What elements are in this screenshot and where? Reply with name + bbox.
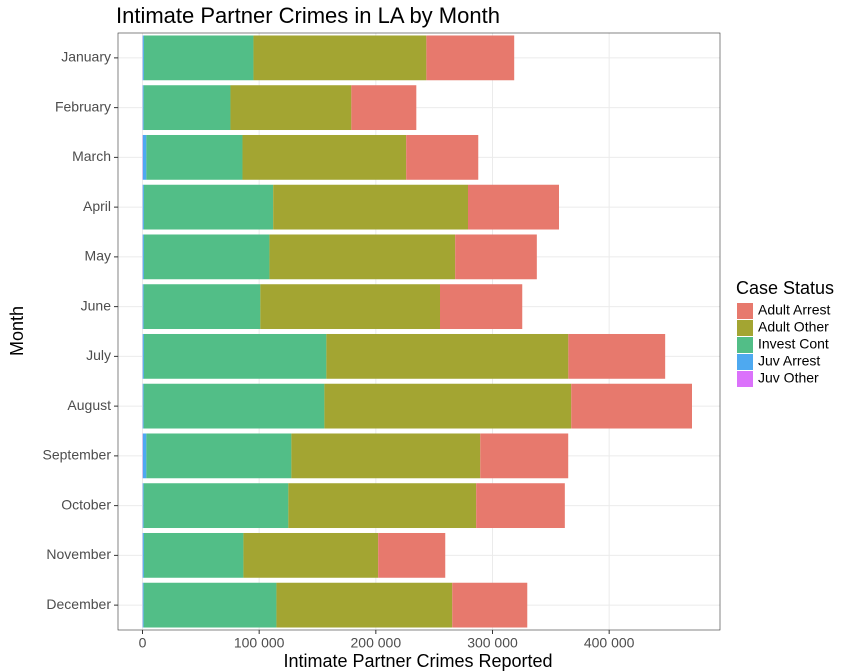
- bar-segment: [143, 184, 274, 230]
- legend-label: Juv Other: [758, 370, 819, 386]
- bar-segment: [378, 532, 446, 578]
- y-tick-label: October: [61, 496, 111, 512]
- bar-segment: [143, 582, 277, 628]
- bar-segment: [273, 184, 468, 230]
- bar-segment: [143, 333, 327, 379]
- bar-segment: [143, 234, 270, 280]
- bar-segment: [351, 85, 417, 131]
- bar-segment: [142, 383, 144, 429]
- legend-label: Adult Arrest: [758, 302, 830, 318]
- bar-segment: [143, 532, 244, 578]
- bar-segment: [142, 483, 144, 529]
- bar-segment: [476, 483, 565, 529]
- bar-segment: [142, 234, 144, 280]
- y-tick-label: August: [67, 397, 111, 413]
- y-tick-label: February: [55, 98, 111, 114]
- bar-segment: [276, 582, 453, 628]
- bar-segment: [326, 333, 569, 379]
- legend-label: Juv Arrest: [758, 353, 820, 369]
- bar-segment: [452, 582, 528, 628]
- panel-border: [117, 32, 721, 631]
- x-axis-title: Intimate Partner Crimes Reported: [283, 651, 552, 671]
- bar-segment: [142, 184, 144, 230]
- bar-segment: [288, 483, 477, 529]
- bar-segment: [142, 35, 144, 81]
- legend-key: [737, 337, 753, 353]
- bar-segment: [568, 333, 666, 379]
- bar-segment: [143, 85, 231, 131]
- bar-segment: [406, 134, 479, 180]
- bar-segment: [143, 383, 325, 429]
- bar-segment: [146, 134, 243, 180]
- legend-key: [737, 354, 753, 370]
- legend-label: Invest Cont: [758, 336, 829, 352]
- bar-segment: [440, 284, 523, 330]
- bar-segment: [242, 134, 407, 180]
- bar-segment: [468, 184, 559, 230]
- bar-segment: [324, 383, 572, 429]
- bar-segment: [269, 234, 456, 280]
- bar-segment: [142, 333, 144, 379]
- y-tick-label: September: [43, 447, 112, 463]
- bar-segment: [146, 433, 292, 479]
- bar-segment: [142, 85, 144, 131]
- bar-segment: [426, 35, 515, 81]
- y-tick-label: November: [46, 546, 111, 562]
- y-tick-label: January: [61, 49, 111, 65]
- legend-label: Adult Other: [758, 319, 829, 335]
- bar-segment: [143, 483, 289, 529]
- x-tick-label: 400 000: [584, 635, 635, 651]
- legend-key: [737, 303, 753, 319]
- bar-segment: [142, 532, 144, 578]
- bar-segment: [142, 433, 147, 479]
- chart-title: Intimate Partner Crimes in LA by Month: [116, 3, 500, 28]
- bar-segment: [143, 284, 261, 330]
- bar-segment: [253, 35, 427, 81]
- y-tick-label: April: [83, 198, 111, 214]
- y-axis-title: Month: [7, 306, 27, 356]
- bar-segment: [480, 433, 569, 479]
- y-tick-label: June: [81, 297, 112, 313]
- x-tick-label: 0: [139, 635, 147, 651]
- legend-key: [737, 320, 753, 336]
- bar-segment: [571, 383, 692, 429]
- bar-segment: [260, 284, 440, 330]
- y-tick-label: December: [46, 596, 111, 612]
- y-tick-label: March: [72, 148, 111, 164]
- y-tick-label: May: [85, 248, 111, 264]
- x-tick-label: 300 000: [467, 635, 518, 651]
- x-tick-label: 200 000: [351, 635, 402, 651]
- bar-segment: [142, 284, 144, 330]
- legend-title: Case Status: [736, 278, 834, 298]
- bar-segment: [291, 433, 481, 479]
- bar-segment: [142, 134, 147, 180]
- legend-key: [737, 371, 753, 387]
- y-tick-label: July: [86, 347, 111, 363]
- bar-segment: [230, 85, 352, 131]
- bar-segment: [243, 532, 379, 578]
- x-tick-label: 100 000: [234, 635, 285, 651]
- bar-segment: [143, 35, 254, 81]
- bar-segment: [142, 582, 144, 628]
- bar-segment: [455, 234, 537, 280]
